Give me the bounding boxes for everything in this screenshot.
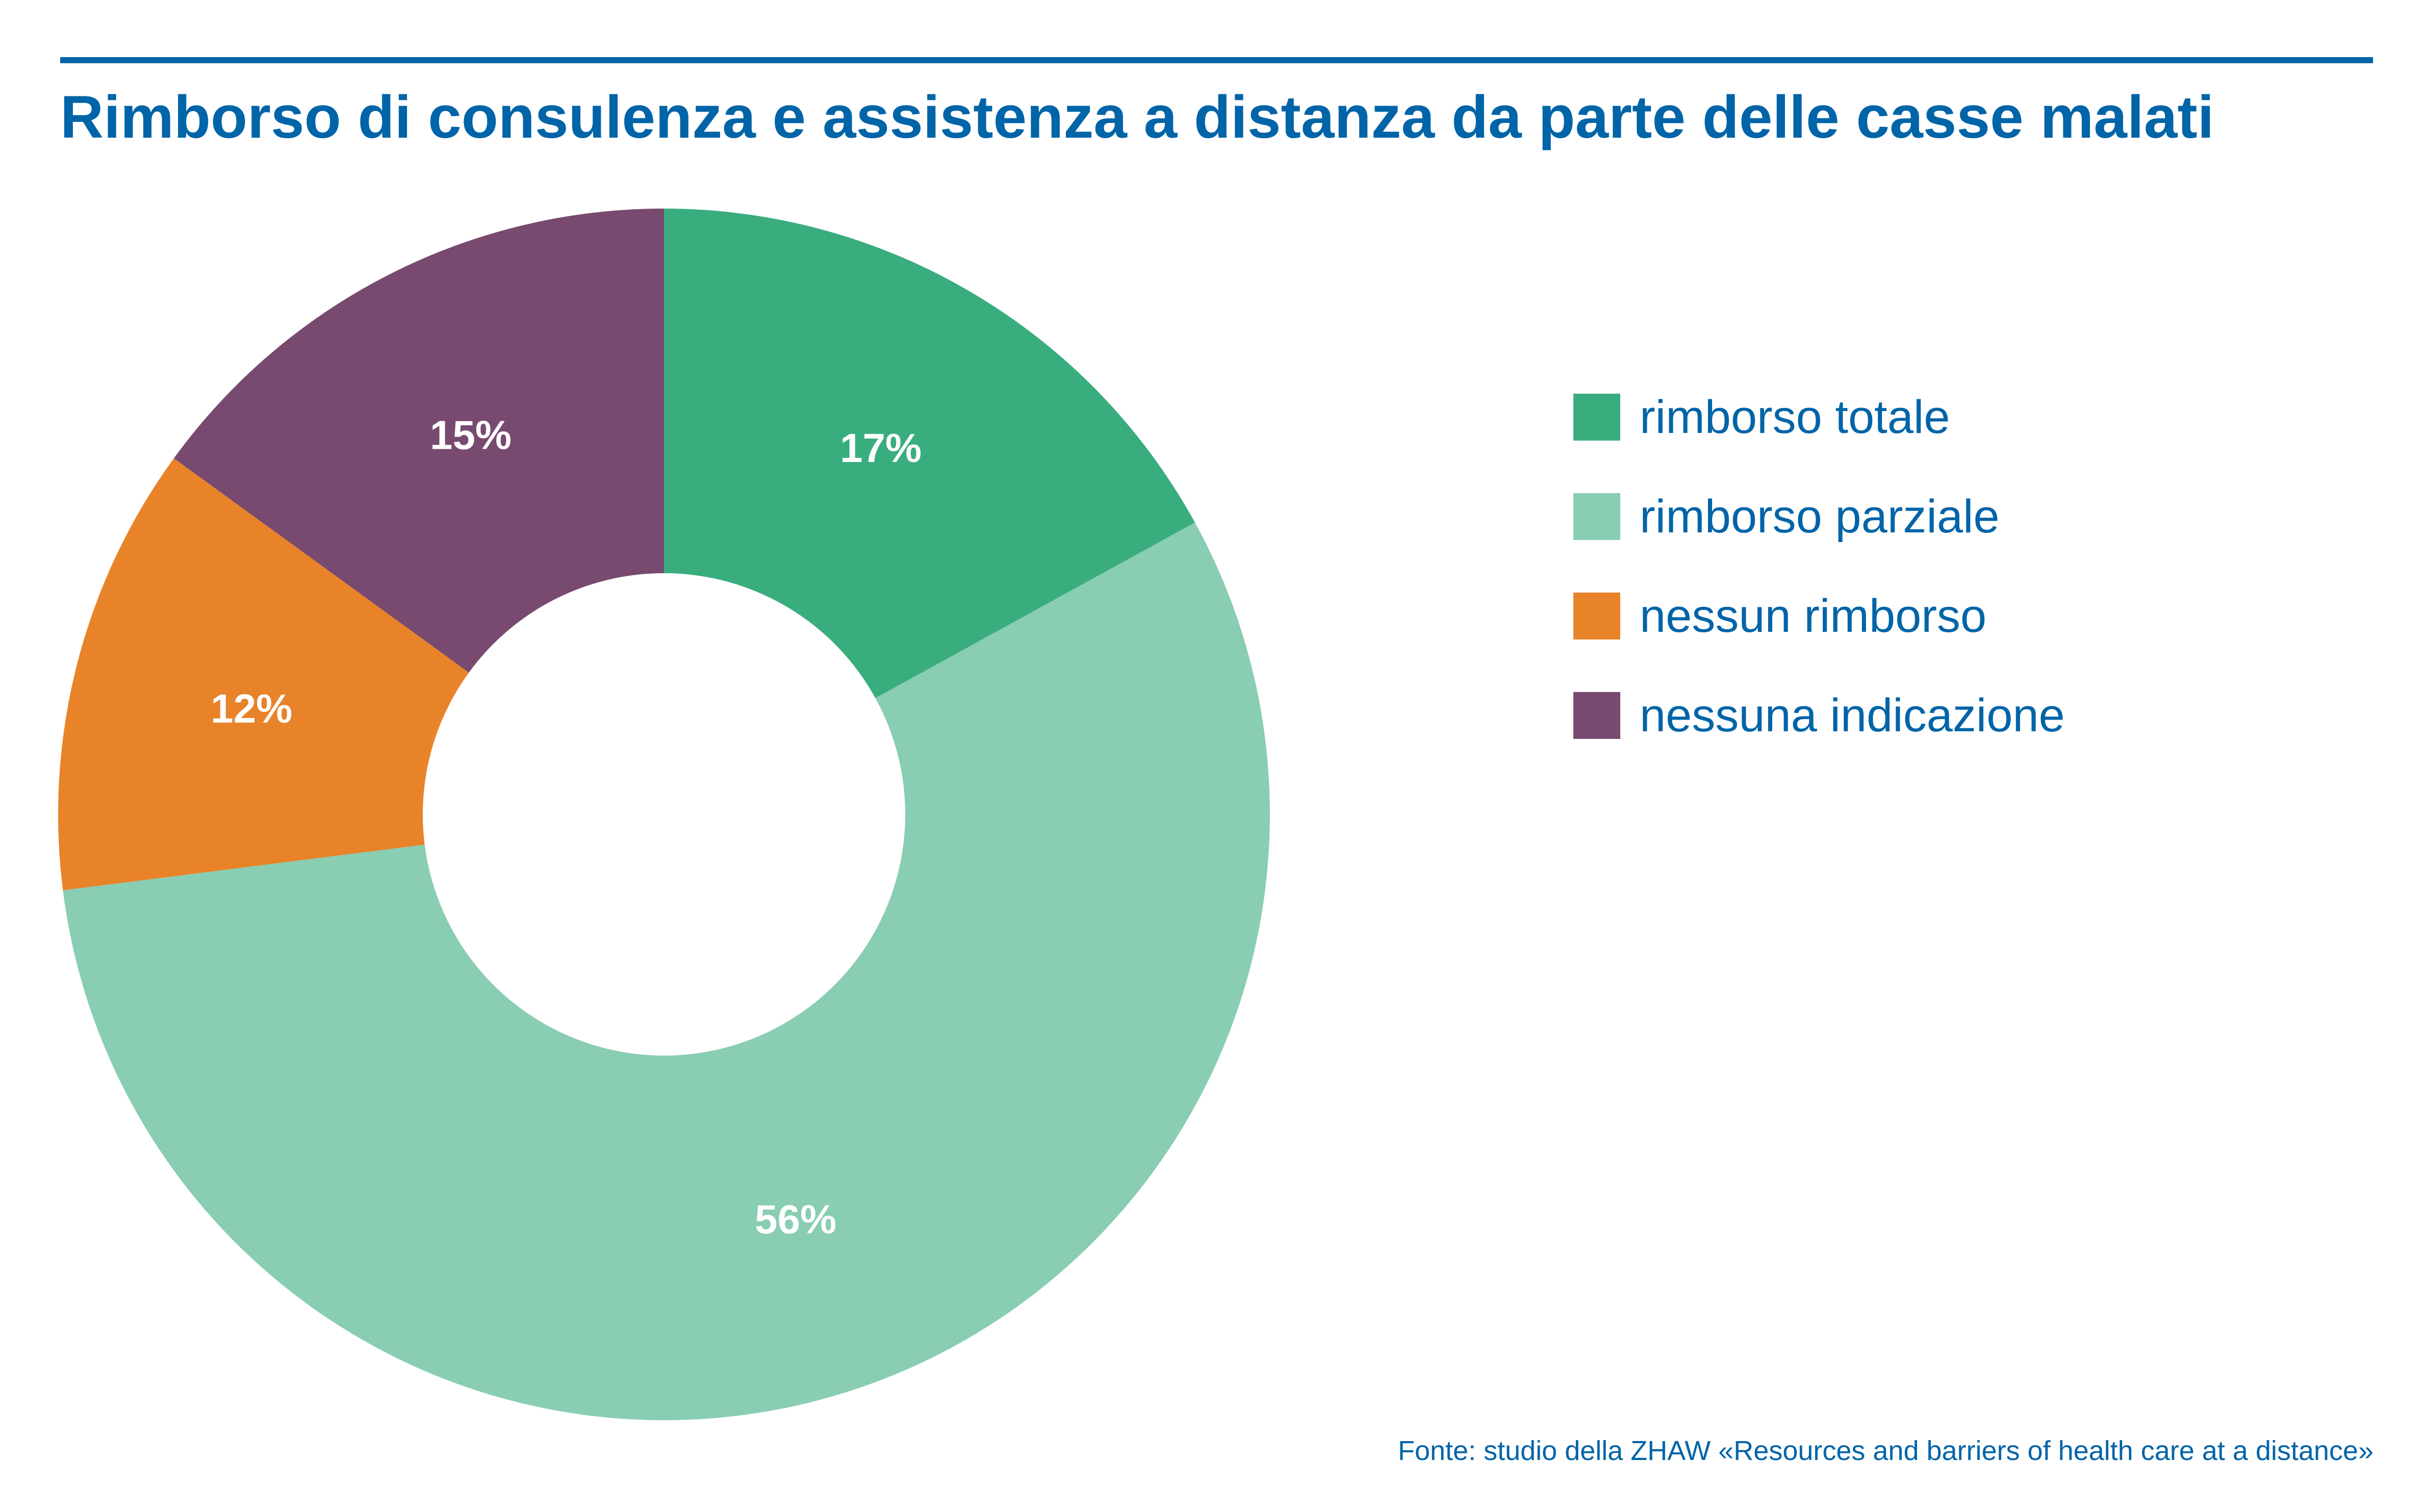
legend-swatch-rimborso-totale: [1573, 394, 1620, 441]
slice-label-rimborso-parziale: 56%: [755, 1197, 836, 1242]
legend-label-rimborso-parziale: rimborso parziale: [1640, 491, 2000, 543]
top-rule: [60, 57, 2373, 63]
legend-label-nessuna-indicazione: nessuna indicazione: [1640, 689, 2065, 741]
slice-label-rimborso-totale: 17%: [840, 425, 922, 471]
legend-label-rimborso-totale: rimborso totale: [1640, 391, 1950, 443]
legend-label-nessun-rimborso: nessun rimborso: [1640, 590, 1987, 642]
donut-slice-nessun-rimborso: [58, 458, 469, 890]
slice-label-nessuna-indicazione: 15%: [430, 413, 512, 458]
legend-swatch-nessuna-indicazione: [1573, 692, 1620, 739]
chart-title: Rimborso di consulenza e assistenza a di…: [60, 84, 2214, 151]
source-note: Fonte: studio della ZHAW «Resources and …: [1398, 1436, 2374, 1466]
donut-slice-rimborso-parziale: [63, 522, 1270, 1421]
slice-label-nessun-rimborso: 12%: [211, 686, 292, 731]
legend: rimborso totale rimborso parziale nessun…: [1573, 394, 2065, 791]
donut-slice-nessuna-indicazione: [173, 208, 664, 673]
legend-item-rimborso-parziale: rimborso parziale: [1573, 493, 2065, 540]
legend-swatch-nessun-rimborso: [1573, 593, 1620, 639]
legend-item-rimborso-totale: rimborso totale: [1573, 394, 2065, 441]
legend-item-nessuna-indicazione: nessuna indicazione: [1573, 692, 2065, 739]
legend-swatch-rimborso-parziale: [1573, 493, 1620, 540]
legend-item-nessun-rimborso: nessun rimborso: [1573, 593, 2065, 639]
donut-slice-rimborso-totale: [664, 209, 1195, 699]
